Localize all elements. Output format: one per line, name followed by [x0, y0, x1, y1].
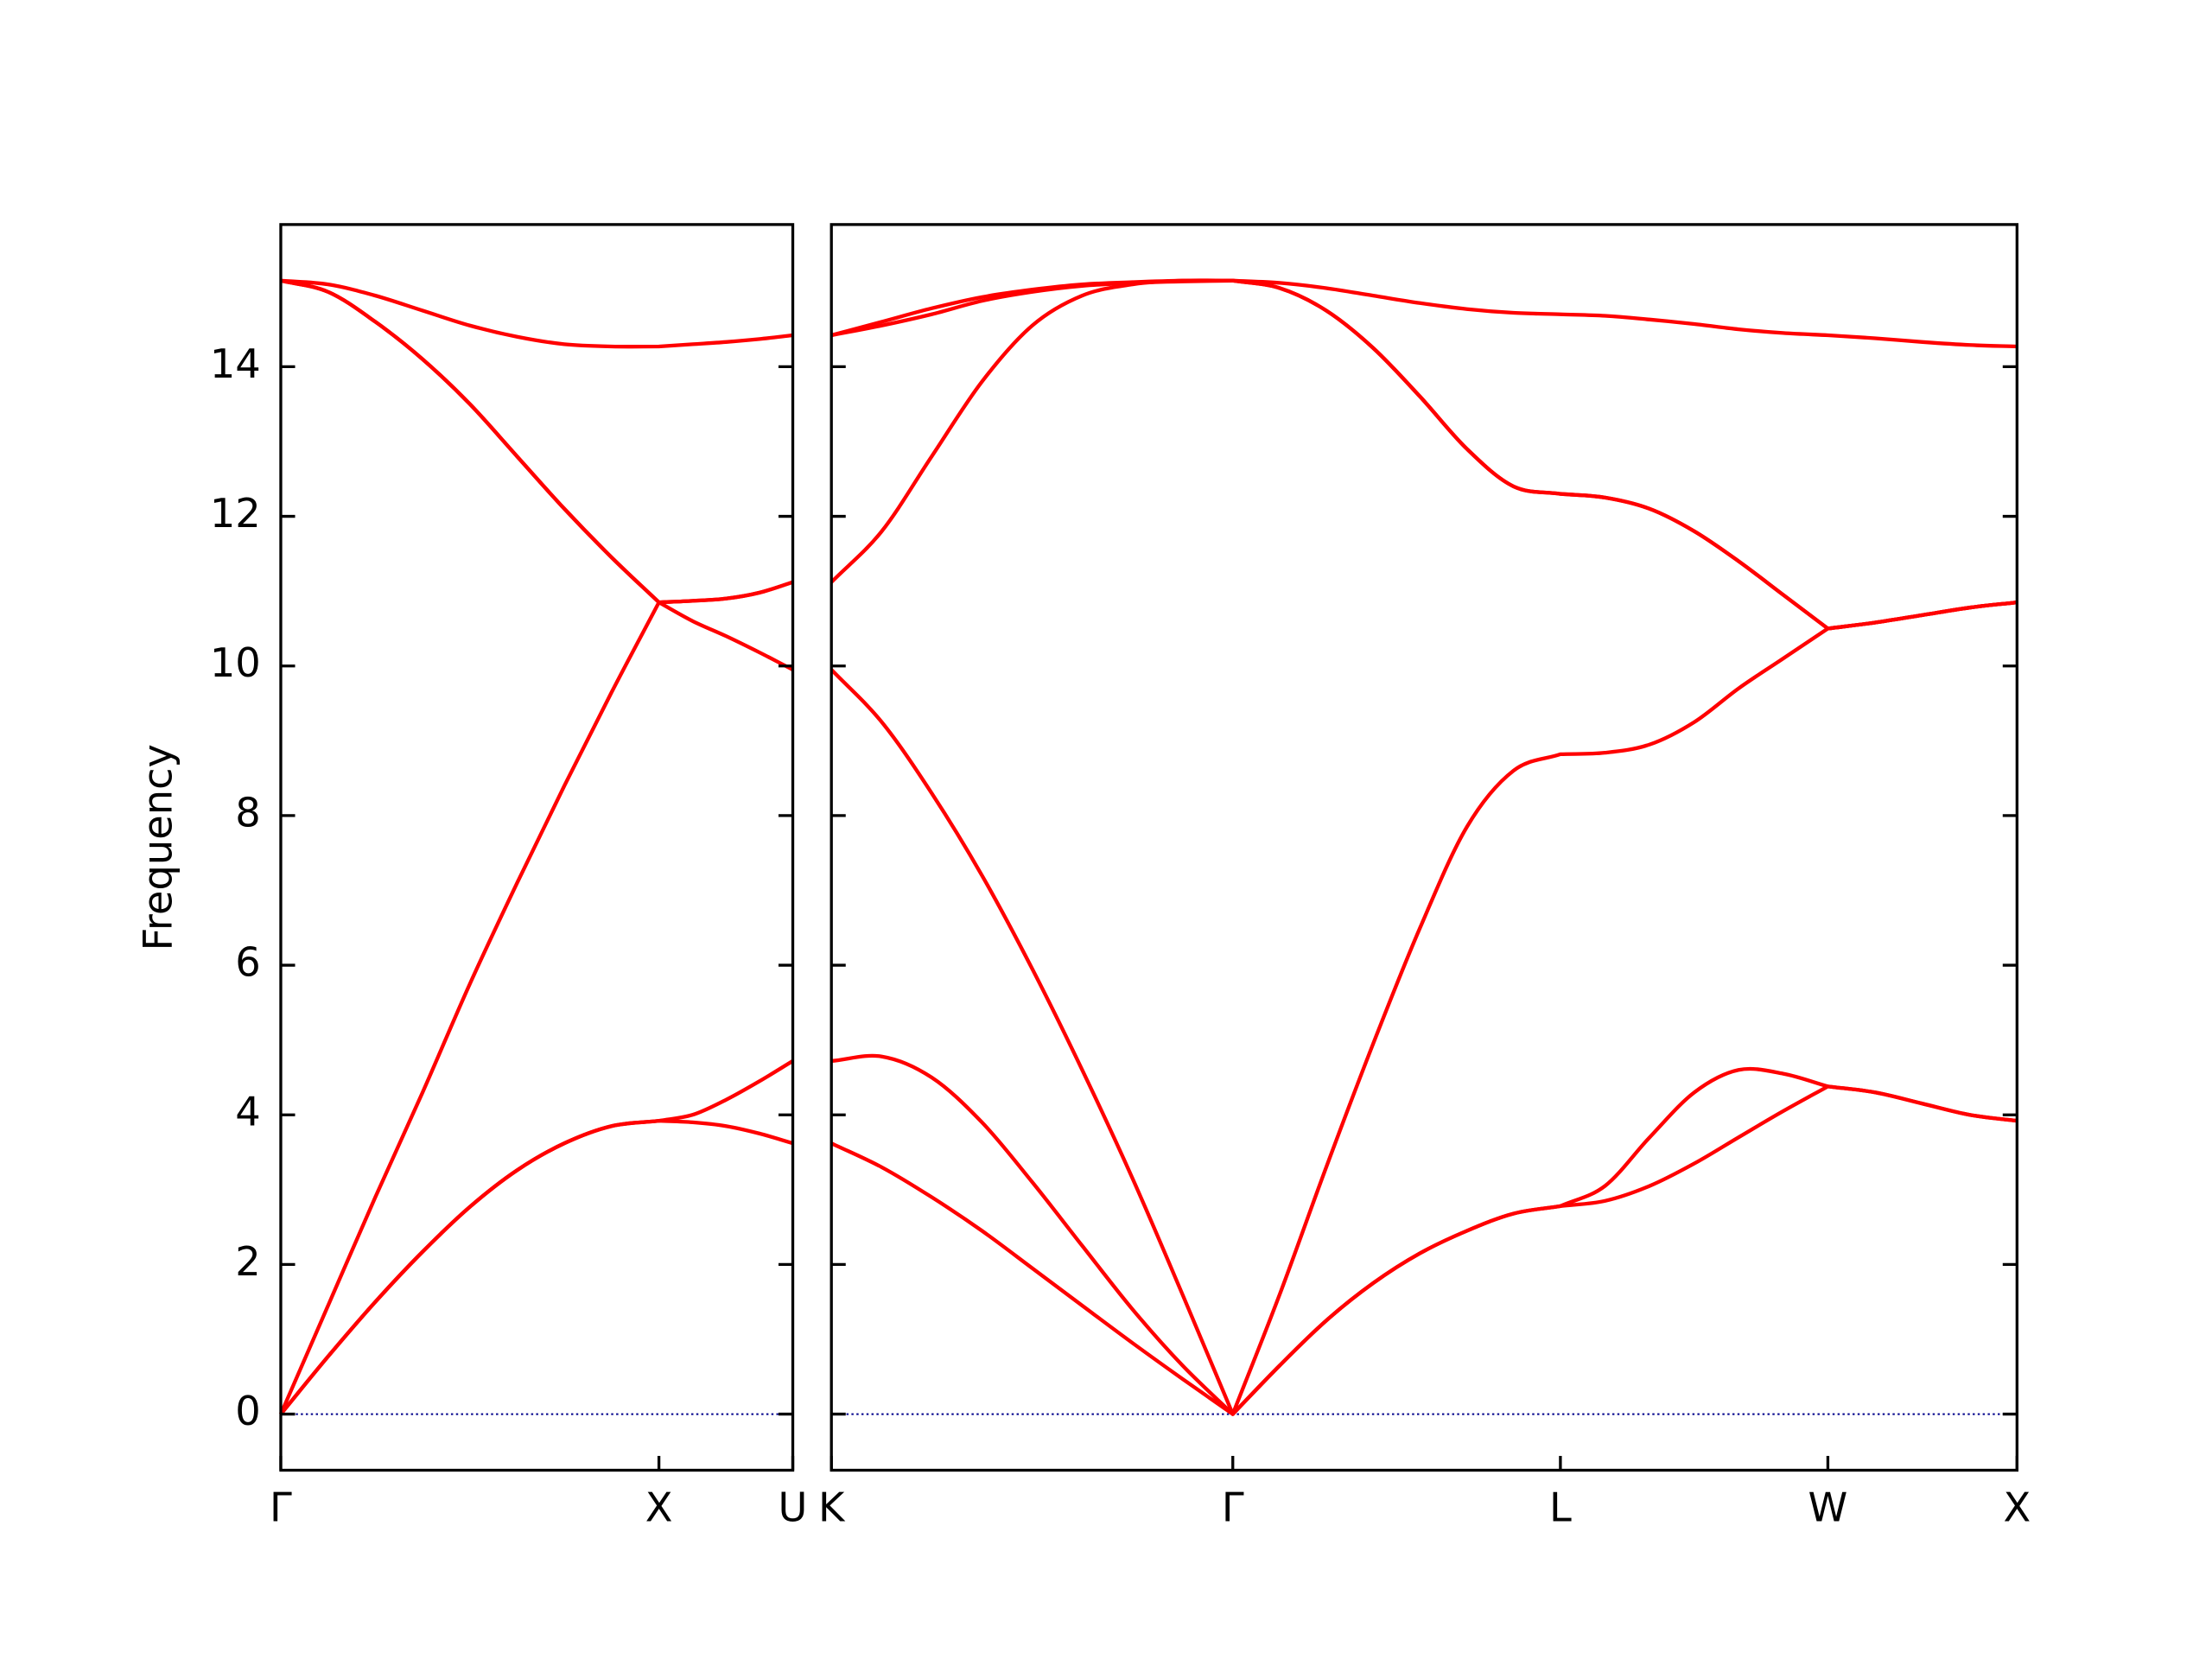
axes-frame — [830, 223, 2018, 1472]
x-tick-label: W — [1808, 1484, 1848, 1530]
band-line — [830, 600, 2018, 1416]
x-tick-label: L — [1549, 1484, 1572, 1530]
y-tick-label: 6 — [235, 939, 260, 986]
y-tick-label: 8 — [235, 789, 260, 836]
band-line — [278, 600, 794, 1415]
band-line — [280, 278, 793, 349]
y-tick-label: 14 — [210, 340, 261, 387]
x-tick-label: U — [779, 1484, 808, 1530]
y-tick-label: 4 — [235, 1089, 260, 1135]
band-line — [280, 278, 794, 605]
x-tick-label: K — [818, 1484, 846, 1530]
y-tick-label: 2 — [235, 1238, 260, 1285]
x-tick-label: Γ — [270, 1484, 292, 1530]
band-line — [830, 278, 2018, 631]
band-line — [831, 1053, 2018, 1416]
y-tick-label: 0 — [235, 1388, 260, 1434]
x-tick-label: X — [2003, 1484, 2031, 1530]
axes-frame — [279, 223, 795, 1472]
band-line — [830, 278, 2018, 631]
band-line — [279, 1059, 794, 1415]
panel: 0 2 4 6 8 10 12 14 Γ X U Frequency — [134, 223, 808, 1530]
y-axis-label: Frequency — [134, 744, 181, 950]
band-line — [830, 278, 2018, 349]
y-tick-label: 12 — [210, 490, 261, 537]
band-line — [280, 278, 794, 605]
x-tick-label: X — [645, 1484, 673, 1530]
band-line — [279, 1119, 794, 1415]
x-tick-label: Γ — [1222, 1484, 1244, 1530]
y-tick-label: 10 — [210, 639, 261, 686]
